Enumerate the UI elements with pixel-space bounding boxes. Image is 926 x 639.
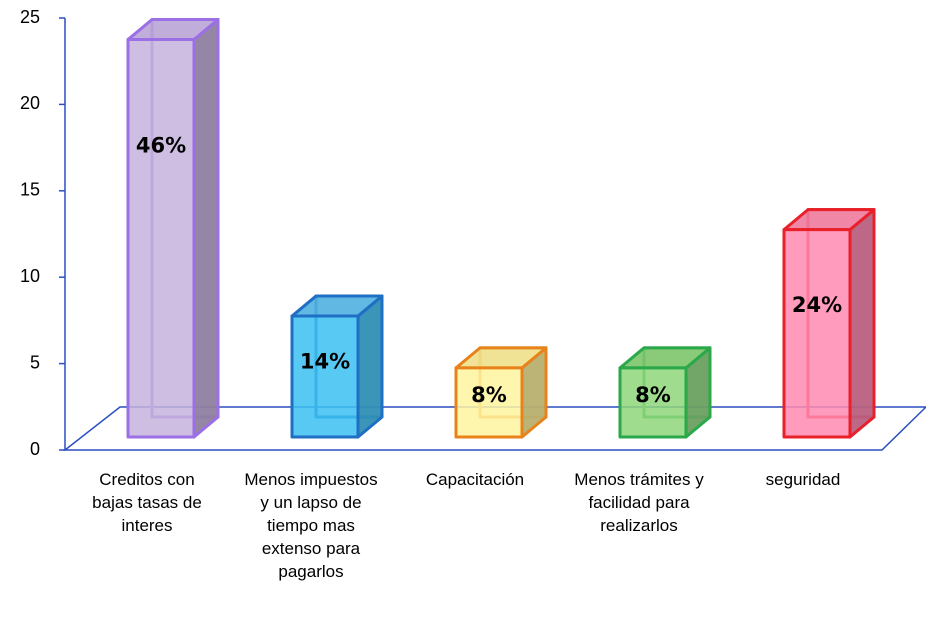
y-tick-label: 20 (20, 93, 40, 113)
x-tick-label: Menos trámites y facilidad para realizar… (574, 470, 704, 535)
bar-front (454, 366, 524, 439)
value-label: 14% (300, 349, 350, 373)
bar (782, 208, 876, 439)
x-tick-label: seguridad (765, 470, 841, 489)
y-tick-label: 25 (20, 7, 40, 27)
bar-front (290, 314, 360, 439)
bar (290, 294, 384, 439)
bar (618, 346, 712, 439)
bar-side (356, 294, 384, 439)
bar-front (126, 38, 196, 439)
bar-front (618, 366, 688, 439)
value-label: 24% (792, 293, 842, 317)
bar-side (848, 208, 876, 439)
floor (62, 406, 926, 451)
value-label: 8% (471, 383, 507, 407)
value-label: 46% (136, 134, 186, 158)
bar (126, 18, 220, 439)
x-tick-label: Creditos con bajas tasas de interes (92, 470, 202, 535)
bar-side (192, 18, 220, 439)
bar-front (782, 228, 852, 439)
y-tick-label: 0 (30, 439, 40, 459)
x-tick-label: Menos impuestos y un lapso de tiempo mas… (244, 470, 378, 581)
y-tick-label: 10 (20, 266, 40, 286)
y-tick-label: 5 (30, 352, 40, 372)
bar (454, 346, 548, 439)
value-label: 8% (635, 383, 671, 407)
y-tick-label: 15 (20, 180, 40, 200)
x-tick-label: Capacitación (425, 470, 525, 489)
